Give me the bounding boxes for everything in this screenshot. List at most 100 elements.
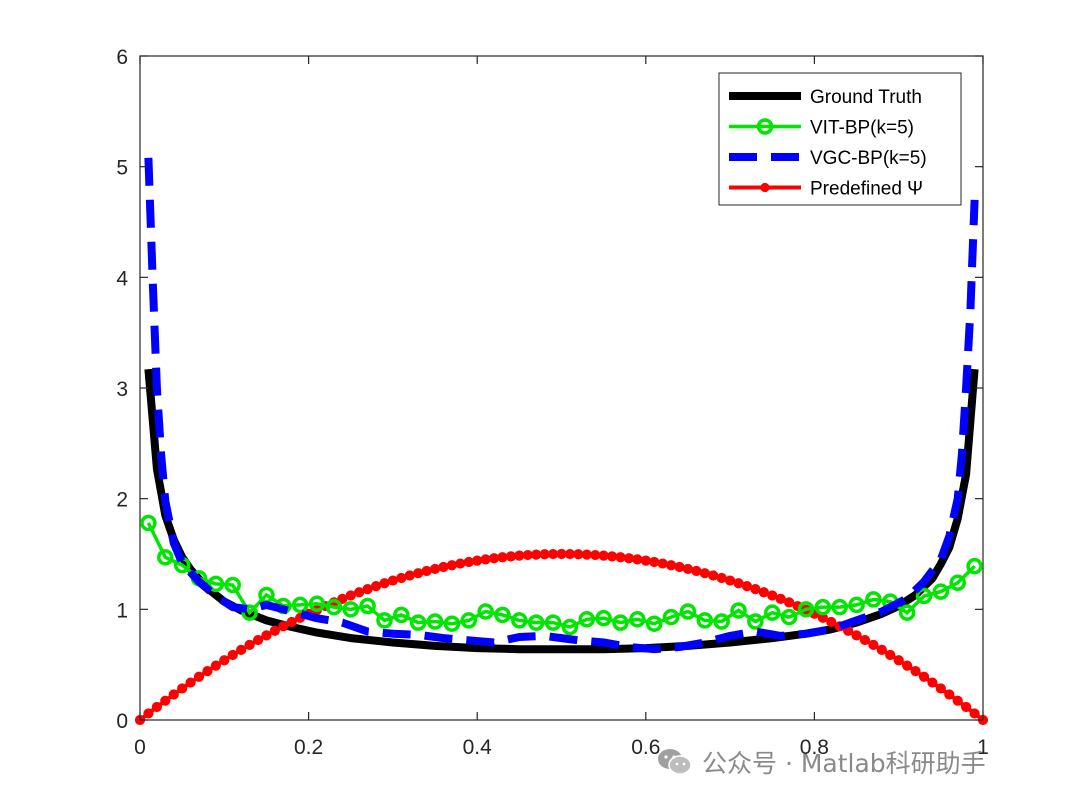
series-predefined-psi-point xyxy=(716,572,727,584)
series-predefined-psi-point xyxy=(859,634,871,646)
series-vit-bp-point xyxy=(443,615,461,632)
series-vit-bp-point xyxy=(595,609,612,627)
series-vit-bp-point xyxy=(696,612,714,629)
series-predefined-psi-point xyxy=(691,565,702,577)
legend-label: Ground Truth xyxy=(810,87,922,108)
series-predefined-psi-point xyxy=(682,563,694,575)
series-predefined-psi-point xyxy=(564,548,576,560)
series-predefined-psi-point xyxy=(725,575,736,586)
series-predefined-psi-point xyxy=(244,639,255,651)
y-tick-label: 6 xyxy=(116,46,128,69)
wechat-icon xyxy=(658,749,692,775)
series-predefined-psi-point xyxy=(902,660,913,671)
series-predefined-psi-point xyxy=(362,584,373,595)
x-tick-label: 0.2 xyxy=(294,736,323,759)
series-predefined-psi-point xyxy=(649,556,660,568)
series-predefined-psi-point xyxy=(438,561,449,573)
x-tick-label: 0.6 xyxy=(631,736,660,759)
series-vit-bp-point xyxy=(747,613,764,630)
series-predefined-psi-point xyxy=(370,581,382,592)
series-predefined-psi-point xyxy=(910,666,921,677)
series-predefined-psi-point xyxy=(969,708,980,719)
series-vit-bp-point xyxy=(207,575,225,593)
series-layer xyxy=(134,157,989,726)
series-vit-bp-point xyxy=(511,612,528,629)
y-tick-label: 4 xyxy=(116,267,128,290)
series-predefined-psi-point xyxy=(387,575,398,586)
series-predefined-psi-point xyxy=(480,554,491,565)
series-predefined-psi-point xyxy=(531,549,542,560)
series-predefined-psi-point xyxy=(623,553,635,564)
series-predefined-psi-point xyxy=(547,548,559,560)
x-tick-label: 1 xyxy=(977,736,989,759)
series-predefined-psi-point xyxy=(775,593,786,604)
series-vit-bp-point xyxy=(966,557,983,575)
series-predefined-psi-point xyxy=(404,570,415,581)
y-tick-label: 0 xyxy=(116,710,128,733)
series-vit-bp-point xyxy=(645,615,663,632)
series-predefined-psi-point xyxy=(598,550,609,561)
series-predefined-psi-point xyxy=(784,597,795,608)
series-vit-bp-point xyxy=(814,598,832,616)
ticks-layer: 0 0.2 0.4 0.6 0.8 1 0 1 2 3 4 5 6 xyxy=(116,46,989,759)
series-vit-bp-point xyxy=(713,613,730,630)
series-vit-bp-point xyxy=(679,603,697,620)
series-vit-bp-point xyxy=(308,595,326,613)
series-predefined-psi-point xyxy=(193,671,205,682)
series-vit-bp-point xyxy=(898,604,916,621)
series-vit-bp-point xyxy=(780,608,798,626)
series-vit-bp-point xyxy=(797,601,815,618)
series-predefined-psi-point xyxy=(413,568,424,579)
series-vgc-bp-line xyxy=(144,157,979,654)
series-predefined-psi-point xyxy=(151,701,162,713)
legend: Ground Truth VIT-BP(k=5) VGC-BP(k=5) Predef… xyxy=(718,72,962,206)
series-vit-bp-point xyxy=(241,604,258,621)
series-vit-bp-point xyxy=(460,612,478,629)
series-predefined-psi-point xyxy=(252,634,264,646)
series-predefined-psi-point xyxy=(202,666,213,677)
series-vit-bp-point xyxy=(578,611,596,628)
series-predefined-psi-point xyxy=(278,621,289,632)
series-vit-bp-line xyxy=(146,522,976,629)
series-vit-bp-point xyxy=(561,618,579,636)
series-predefined-psi-point xyxy=(337,593,348,604)
series-vit-bp-point xyxy=(494,606,511,624)
x-tick-label: 0.8 xyxy=(800,736,829,759)
series-predefined-psi-point xyxy=(354,587,365,598)
series-vit-bp-point xyxy=(865,591,882,608)
series-predefined-psi-point xyxy=(379,578,390,589)
watermark: 公众号 · Matlab科研助手 xyxy=(656,740,986,784)
series-predefined-psi-point xyxy=(952,695,963,706)
series-vit-bp-point xyxy=(831,598,848,616)
series-vit-bp-point xyxy=(949,574,966,592)
legend-marker-predefined-psi xyxy=(760,182,770,193)
series-vit-bp-point xyxy=(157,549,174,566)
series-vit-bp-point xyxy=(342,601,359,618)
x-tick-label: 0.4 xyxy=(463,736,493,759)
series-predefined-psi-point xyxy=(286,616,297,628)
series-vit-bp-point xyxy=(544,614,562,631)
series-vit-bp-point xyxy=(612,614,629,631)
series-predefined-psi-point xyxy=(556,548,567,560)
series-predefined-psi-point xyxy=(927,677,938,688)
series-predefined-psi-point xyxy=(472,555,483,566)
series-predefined-psi-point xyxy=(488,553,500,564)
series-predefined-psi-point xyxy=(767,590,778,601)
series-predefined-psi-point xyxy=(185,677,196,688)
series-vit-bp-point xyxy=(291,596,309,614)
series-predefined-psi-point xyxy=(640,555,651,566)
series-predefined-psi-point xyxy=(876,644,887,655)
series-predefined-psi-point xyxy=(219,655,230,666)
legend-label: Predefined Ψ xyxy=(810,179,923,200)
x-tick-label: 0 xyxy=(134,736,146,759)
series-predefined-psi-point xyxy=(918,671,930,682)
series-predefined-psi-point xyxy=(632,554,643,565)
series-predefined-psi-point xyxy=(227,649,238,661)
series-vit-bp-point xyxy=(932,583,950,600)
series-predefined-psi-point xyxy=(573,549,584,560)
series-predefined-psi-point xyxy=(606,551,618,562)
series-predefined-psi-point xyxy=(961,701,972,713)
series-predefined-psi-point xyxy=(269,625,280,636)
series-vit-bp-point xyxy=(224,576,241,594)
